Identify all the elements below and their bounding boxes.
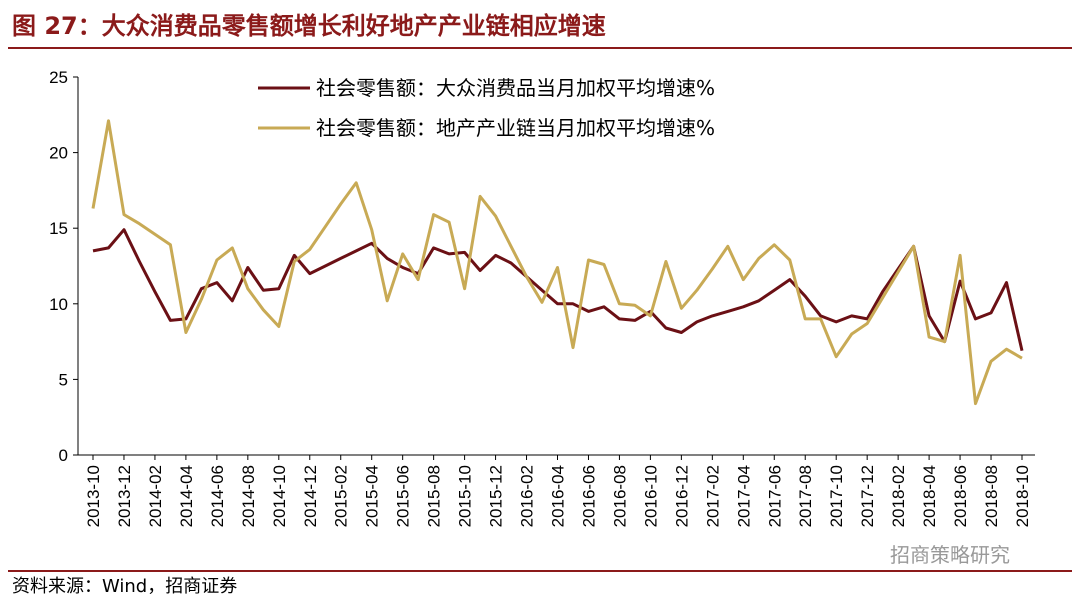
x-tick-label: 2017-10 <box>827 465 846 527</box>
x-tick-label: 2018-04 <box>920 465 939 527</box>
y-tick-label: 0 <box>59 446 68 465</box>
x-tick-label: 2014-10 <box>270 465 289 527</box>
x-tick-label: 2014-02 <box>146 465 165 527</box>
series-line <box>91 119 1023 406</box>
x-tick-label: 2016-08 <box>610 465 629 527</box>
x-tick-label: 2014-08 <box>239 465 258 527</box>
legend-label: 社会零售额：大众消费品当月加权平均增速% <box>316 76 715 100</box>
legend-label: 社会零售额：地产产业链当月加权平均增速% <box>316 116 715 140</box>
x-tick-label: 2015-04 <box>363 465 382 527</box>
x-tick-label: 2015-06 <box>394 465 413 527</box>
x-tick-label: 2014-06 <box>208 465 227 527</box>
watermark: 招商策略研究 <box>890 543 1010 567</box>
series-line <box>92 228 1024 352</box>
source: 资料来源：Wind，招商证券 <box>12 576 237 597</box>
y-tick-label: 25 <box>49 68 68 87</box>
x-tick-label: 2017-02 <box>703 465 722 527</box>
x-tick-label: 2015-02 <box>332 465 351 527</box>
x-tick-label: 2015-10 <box>456 465 475 527</box>
x-tick-label: 2014-04 <box>177 465 196 527</box>
x-tick-label: 2015-08 <box>425 465 444 527</box>
x-tick-label: 2013-12 <box>115 465 134 527</box>
x-tick-label: 2016-02 <box>518 465 537 527</box>
chart-title: 图 27：大众消费品零售额增长利好地产产业链相应增速 <box>12 12 606 40</box>
x-tick-label: 2017-08 <box>796 465 815 527</box>
y-tick-label: 10 <box>49 295 68 314</box>
x-tick-label: 2015-12 <box>487 465 506 527</box>
x-tick-label: 2018-06 <box>951 465 970 527</box>
x-tick-label: 2018-08 <box>982 465 1001 527</box>
x-tick-label: 2016-04 <box>549 465 568 527</box>
x-tick-label: 2013-10 <box>84 465 103 527</box>
x-tick-label: 2016-12 <box>672 465 691 527</box>
x-tick-label: 2017-04 <box>734 465 753 527</box>
x-tick-label: 2018-02 <box>889 465 908 527</box>
x-tick-label: 2017-12 <box>858 465 877 527</box>
x-tick-label: 2017-06 <box>765 465 784 527</box>
y-tick-label: 5 <box>59 370 68 389</box>
x-tick-label: 2014-12 <box>301 465 320 527</box>
x-tick-label: 2016-10 <box>641 465 660 527</box>
x-tick-label: 2016-06 <box>579 465 598 527</box>
x-tick-label: 2018-10 <box>1013 465 1032 527</box>
y-tick-label: 15 <box>49 219 68 238</box>
y-tick-label: 20 <box>49 144 68 163</box>
